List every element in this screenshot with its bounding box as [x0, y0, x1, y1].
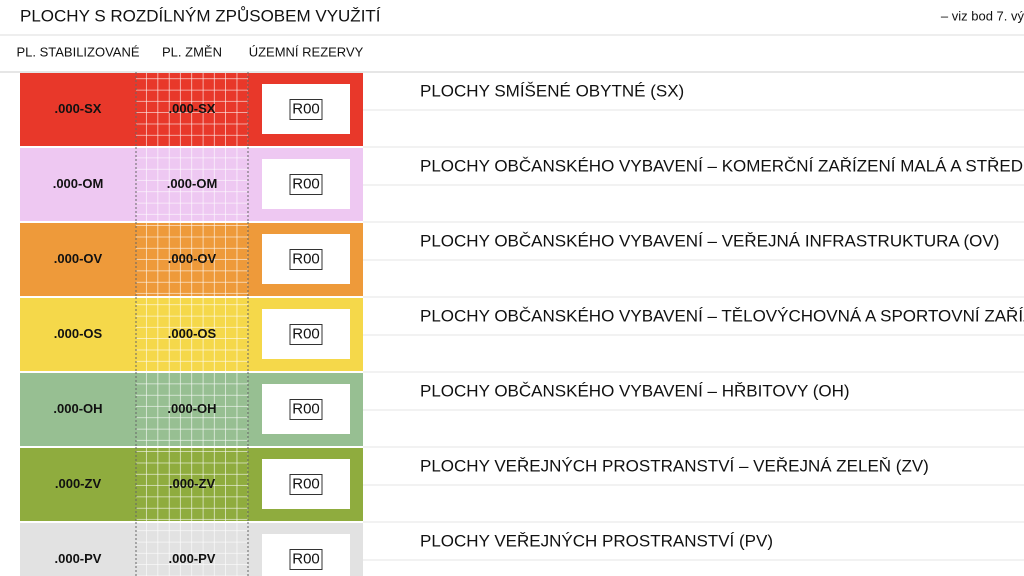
label: PLOCHY SMÍŠENÉ OBYTNÉ (SX) — [420, 81, 684, 100]
reserve-frame — [289, 549, 323, 570]
change-hatch — [136, 448, 248, 521]
code: .000-OH — [53, 401, 102, 416]
column-header: PL. STABILIZOVANÉ — [16, 44, 139, 59]
code: .000-OV — [54, 251, 103, 266]
code: .000-OS — [54, 326, 103, 341]
reserve-box — [262, 84, 350, 134]
reserve-frame — [289, 324, 323, 345]
label: PLOCHY OBČANSKÉHO VYBAVENÍ – HŘBITOVY (O… — [420, 381, 850, 400]
change-hatch — [136, 523, 248, 576]
reserve-frame — [289, 174, 323, 195]
reserve-box — [262, 384, 350, 434]
label: PLOCHY VEŘEJNÝCH PROSTRANSTVÍ – VEŘEJNÁ … — [420, 456, 929, 475]
reserve-box — [262, 234, 350, 284]
reserve-frame — [289, 249, 323, 270]
change-code: .000-SX — [169, 101, 216, 116]
reserve-box — [262, 309, 350, 359]
change-hatch — [136, 373, 248, 446]
change-code: .000-OM — [167, 176, 218, 191]
label: PLOCHY OBČANSKÉHO VYBAVENÍ – TĚLOVÝCHOVN… — [420, 306, 1024, 325]
title: PLOCHY S ROZDÍLNÝM ZPŮSOBEM VYUŽITÍ — [20, 6, 381, 25]
reserve-box — [262, 159, 350, 209]
change-code: .000-OH — [167, 401, 216, 416]
change-hatch — [136, 298, 248, 371]
label: PLOCHY VEŘEJNÝCH PROSTRANSTVÍ (PV) — [420, 531, 773, 550]
code: .000-OM — [53, 176, 104, 191]
label: PLOCHY OBČANSKÉHO VYBAVENÍ – VEŘEJNÁ INF… — [420, 231, 999, 250]
note: – viz bod 7. vý — [941, 8, 1024, 23]
reserve-code: R00 — [292, 475, 320, 492]
column-header: PL. ZMĚN — [162, 44, 222, 59]
reserve-box — [262, 459, 350, 509]
code: .000-ZV — [55, 476, 102, 491]
reserve-code: R00 — [292, 100, 320, 117]
reserve-frame — [289, 474, 323, 495]
reserve-code: R00 — [292, 325, 320, 342]
reserve-frame — [289, 399, 323, 420]
reserve-code: R00 — [292, 250, 320, 267]
rows: .000-SX .000-SX R00 PLOCHY SMÍŠENÉ OBYTNÉ (… — [20, 72, 1024, 576]
change-code: .000-PV — [169, 551, 216, 566]
reserve-frame — [289, 99, 323, 120]
reserve-code: R00 — [292, 550, 320, 567]
change-code: .000-ZV — [169, 476, 216, 491]
change-hatch — [136, 73, 248, 146]
reserve-code: R00 — [292, 175, 320, 192]
code: .000-SX — [55, 101, 102, 116]
change-code: .000-OV — [168, 251, 217, 266]
code: .000-PV — [55, 551, 102, 566]
change-code: .000-OS — [168, 326, 217, 341]
label: PLOCHY OBČANSKÉHO VYBAVENÍ – KOMERČNÍ ZA… — [420, 156, 1024, 175]
reserve-code: R00 — [292, 400, 320, 417]
change-hatch — [136, 148, 248, 221]
column-header: ÚZEMNÍ REZERVY — [249, 44, 364, 59]
change-hatch — [136, 223, 248, 296]
